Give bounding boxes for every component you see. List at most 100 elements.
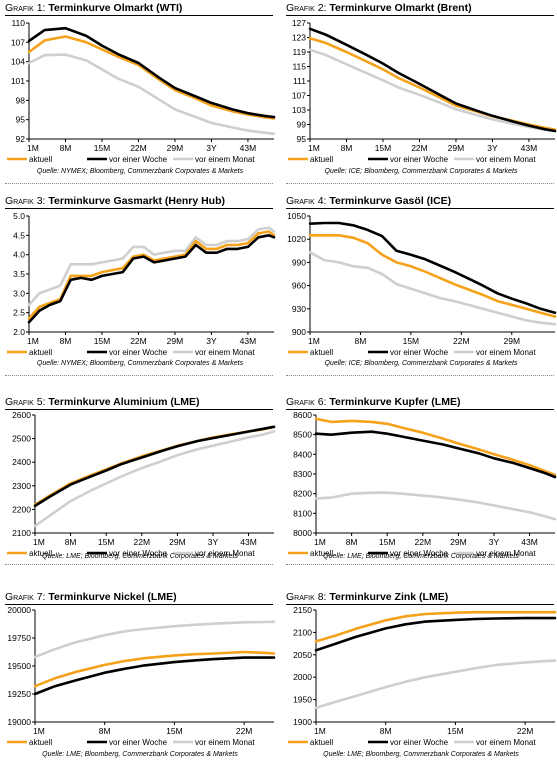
- x-tick-label: 29M: [450, 537, 467, 547]
- chart-title-row: Grafik 7: Terminkurve Nickel (LME): [5, 591, 275, 603]
- y-tick-label: 123: [292, 33, 306, 43]
- x-tick-label: 15M: [403, 336, 420, 346]
- y-tick-label: 101: [11, 76, 25, 86]
- y-tick-label: 98: [16, 95, 26, 105]
- line-chart: 1900 1950 2000 2050 2100 2150 1M 8M 15M 22M aktuel…: [288, 605, 557, 747]
- chart-source: Quelle: ICE; Bloomberg, Commerzbank Corp…: [324, 360, 518, 367]
- x-tick-label: 29M: [503, 336, 520, 346]
- series-line-vor-einer-woche: [33, 425, 276, 508]
- y-tick-label: 95: [297, 134, 307, 144]
- legend-label: vor einer Woche: [109, 155, 168, 164]
- legend-label: vor einer Woche: [109, 348, 168, 357]
- y-tick-label: 2150: [293, 605, 312, 615]
- x-tick-label: 8M: [380, 726, 392, 736]
- series-line-vor-einem-monat: [27, 53, 276, 136]
- x-tick-label: 1M: [314, 537, 326, 547]
- chart-source: Quelle: ICE; Bloomberg, Commerzbank Corp…: [324, 168, 518, 175]
- title-rule: [5, 208, 273, 209]
- y-tick-label: 19500: [7, 661, 31, 671]
- y-tick-label: 2300: [12, 481, 31, 491]
- line-chart: 2.0 2.5 3.0 3.5 4.0 4.5 5.0 1M 8M 15M 22M 29M 3Y 43M a…: [7, 211, 276, 357]
- x-tick-label: 43M: [521, 143, 538, 153]
- line-chart: 19000 19250 19500 19750 20000 1M 8M 15M 22M aktue…: [7, 605, 276, 747]
- legend-label: vor einem Monat: [195, 549, 255, 558]
- y-tick-label: 8500: [293, 430, 312, 440]
- chart-label: Grafik 6:: [286, 396, 327, 408]
- y-tick-label: 5.0: [13, 211, 25, 221]
- chart-title-row: Grafik 5: Terminkurve Aluminium (LME): [5, 396, 275, 408]
- y-tick-label: 103: [292, 105, 306, 115]
- series-line-vor-einem-monat: [27, 226, 276, 307]
- y-tick-label: 8600: [293, 410, 312, 420]
- y-tick-label: 2200: [12, 504, 31, 514]
- x-tick-label: 1M: [33, 537, 45, 547]
- y-tick-label: 2.0: [13, 327, 25, 337]
- legend-label: aktuell: [310, 155, 333, 164]
- chart-title: Terminkurve Olmarkt (Brent): [329, 2, 472, 14]
- y-tick-label: 2.5: [13, 308, 25, 318]
- legend-label: vor einem Monat: [476, 549, 536, 558]
- legend-label: aktuell: [29, 348, 52, 357]
- series-line-vor-einem-monat: [33, 620, 276, 659]
- legend-label: aktuell: [310, 738, 333, 747]
- y-tick-label: 104: [11, 57, 25, 67]
- y-tick-label: 960: [292, 281, 306, 291]
- panel-divider: [286, 375, 554, 376]
- series-line-aktuell: [314, 417, 557, 477]
- panel-divider: [286, 183, 554, 184]
- legend-label: vor einem Monat: [476, 348, 536, 357]
- y-tick-label: 1900: [293, 717, 312, 727]
- y-tick-label: 111: [293, 76, 306, 86]
- x-tick-label: 8M: [60, 143, 72, 153]
- x-tick-label: 15M: [94, 143, 111, 153]
- legend-label: vor einem Monat: [476, 155, 536, 164]
- series-line-vor-einem-monat: [33, 430, 276, 528]
- chart-source: Quelle: NYMEX; Bloomberg, Commerzbank Co…: [36, 360, 244, 367]
- chart-panel: Grafik 7: Terminkurve Nickel (LME) 19000…: [5, 591, 276, 761]
- chart-title-row: Grafik 4: Terminkurve Gasöl (ICE): [286, 195, 556, 207]
- title-rule: [5, 604, 273, 605]
- legend-label: aktuell: [29, 549, 52, 558]
- chart-panel: Grafik 8: Terminkurve Zink (LME) 1900 195…: [286, 591, 557, 761]
- x-tick-label: 8M: [99, 726, 111, 736]
- panel-divider: [5, 183, 273, 184]
- x-tick-label: 1M: [33, 726, 45, 736]
- y-tick-label: 8400: [293, 449, 312, 459]
- x-tick-label: 22M: [453, 336, 470, 346]
- chart-source: Quelle: LME; Bloomberg, Commerzbank Corp…: [42, 553, 238, 560]
- x-tick-label: 22M: [411, 143, 428, 153]
- chart-label: Grafik 3:: [5, 195, 46, 207]
- x-tick-label: 15M: [375, 143, 392, 153]
- legend-label: vor einem Monat: [476, 738, 536, 747]
- chart-title: Terminkurve Zink (LME): [329, 591, 449, 603]
- y-tick-label: 115: [292, 62, 306, 72]
- x-tick-label: 3Y: [487, 143, 498, 153]
- y-tick-label: 19250: [7, 689, 31, 699]
- x-tick-label: 1M: [308, 143, 320, 153]
- chart-panel: Grafik 3: Terminkurve Gasmarkt (Henry Hu…: [5, 195, 276, 376]
- y-tick-label: 1050: [287, 211, 306, 221]
- chart-label: Grafik 1:: [5, 2, 46, 14]
- legend-label: vor einer Woche: [390, 738, 449, 747]
- legend-label: vor einer Woche: [390, 549, 449, 558]
- x-tick-label: 22M: [134, 537, 151, 547]
- line-chart: 95 99 103 107 111 115 119 123 127 1M 8M 15M 22M 29M 3Y…: [288, 18, 557, 164]
- title-rule: [286, 409, 554, 410]
- y-tick-label: 107: [11, 37, 25, 47]
- chart-title-row: Grafik 6: Terminkurve Kupfer (LME): [286, 396, 556, 408]
- x-tick-label: 8M: [355, 336, 367, 346]
- chart-title-row: Grafik 3: Terminkurve Gasmarkt (Henry Hu…: [5, 195, 275, 207]
- x-tick-label: 8M: [65, 537, 77, 547]
- x-tick-label: 22M: [415, 537, 432, 547]
- chart-label: Grafik 8:: [286, 591, 327, 603]
- title-rule: [5, 409, 273, 410]
- y-tick-label: 110: [11, 18, 25, 28]
- x-tick-label: 15M: [94, 336, 111, 346]
- chart-title-row: Grafik 2: Terminkurve Olmarkt (Brent): [286, 2, 556, 14]
- x-tick-label: 43M: [240, 537, 257, 547]
- chart-title-row: Grafik 1: Terminkurve Olmarkt (WTI): [5, 2, 275, 14]
- series-line-aktuell: [27, 230, 276, 320]
- title-rule: [286, 15, 554, 16]
- y-tick-label: 2400: [12, 457, 31, 467]
- chart-title-row: Grafik 8: Terminkurve Zink (LME): [286, 591, 556, 603]
